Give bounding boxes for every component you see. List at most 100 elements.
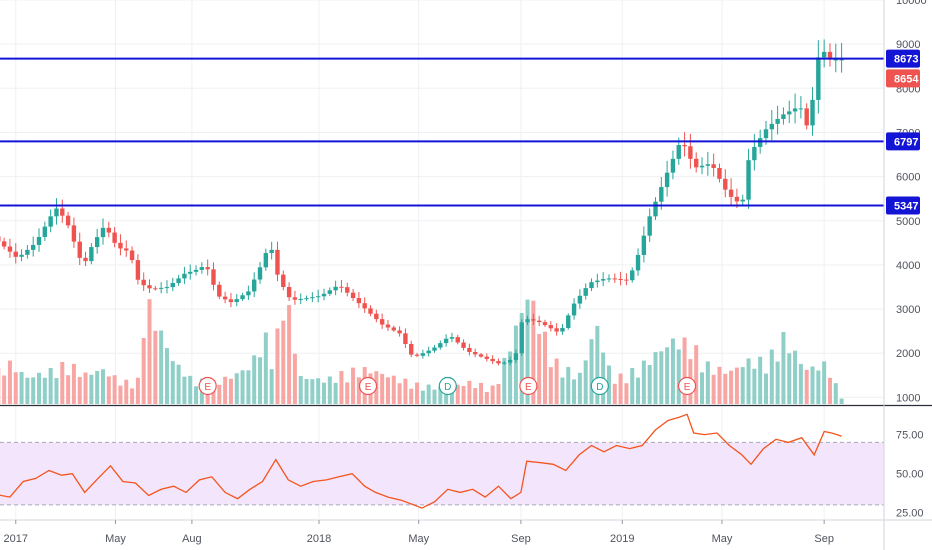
volume-bar (246, 370, 251, 404)
candle (519, 319, 524, 356)
candle (193, 265, 199, 276)
price-tick-label: 2000 (896, 348, 920, 360)
volume-bar (444, 388, 449, 404)
candle (362, 297, 367, 313)
time-tick-label: May (408, 533, 429, 545)
candle (65, 211, 71, 229)
candle (513, 349, 519, 364)
volume-bar (327, 376, 332, 404)
candle (560, 323, 565, 335)
candle-body (589, 282, 594, 289)
event-circle[interactable] (358, 376, 378, 396)
candle (298, 293, 303, 305)
candle-body (711, 164, 716, 169)
candle (42, 221, 48, 241)
event-circle[interactable] (198, 376, 217, 396)
volume-bar (275, 328, 280, 404)
candle-body (147, 285, 152, 289)
dividend-marker[interactable]: D (590, 376, 609, 396)
dividend-marker[interactable]: D (438, 376, 457, 396)
earnings-marker[interactable]: E (198, 376, 217, 396)
volume-bar (729, 370, 734, 404)
candle (781, 107, 786, 125)
time-tick-label: Sep (814, 533, 834, 545)
candle (624, 273, 629, 286)
event-circle[interactable] (590, 376, 609, 396)
candle (659, 176, 664, 210)
candle (577, 289, 583, 309)
volume-bar (705, 361, 710, 404)
volume-bar (781, 332, 786, 404)
rsi-pane (0, 413, 884, 509)
volume-bar (228, 378, 233, 404)
candle-body (804, 108, 809, 126)
candle (711, 153, 716, 177)
candle-body (48, 216, 53, 227)
candle (612, 273, 617, 283)
volume-bar (234, 373, 239, 404)
candle-body (356, 298, 362, 304)
candle (147, 279, 152, 293)
volume-bar (223, 376, 228, 404)
event-circle[interactable] (677, 376, 697, 396)
time-tick-label: Sep (511, 533, 531, 545)
candle-body (362, 303, 367, 309)
horizontal-levels[interactable] (0, 57, 884, 207)
volume-bar (31, 377, 36, 404)
volume-bar (391, 375, 396, 404)
candle (31, 236, 36, 257)
volume-bar (100, 369, 105, 404)
candle (275, 241, 280, 282)
candle-body (414, 354, 420, 356)
candle-body (391, 327, 396, 331)
volume-bars (0, 299, 844, 404)
candle-body (746, 160, 751, 200)
earnings-marker[interactable]: E (677, 376, 697, 396)
candle (7, 238, 13, 258)
candle (653, 197, 658, 220)
volume-bar (333, 382, 338, 404)
event-circle[interactable] (438, 376, 457, 396)
candle (379, 313, 385, 329)
earnings-marker[interactable]: E (519, 376, 538, 396)
volume-bar (473, 388, 478, 404)
candle (286, 282, 292, 301)
volume-bar (816, 370, 821, 404)
candle (182, 266, 187, 284)
volume-bar (822, 361, 827, 404)
candle-body (246, 291, 251, 296)
candle (664, 160, 670, 197)
volume-bar (595, 325, 600, 404)
event-circle[interactable] (519, 376, 538, 396)
candle (752, 134, 757, 171)
candle (19, 249, 24, 262)
candle-body (252, 279, 257, 292)
candle-body (310, 297, 315, 299)
earnings-marker[interactable]: E (358, 376, 378, 396)
candle (25, 245, 30, 259)
volume-bar (95, 370, 100, 404)
price-tags: 8673 6797 5347 8654 (886, 49, 920, 215)
price-tick-label: 10000 (896, 0, 927, 7)
volume-bar (310, 379, 315, 404)
volume-bar (484, 392, 489, 404)
candle-body (775, 118, 780, 124)
volume-bar (694, 345, 699, 404)
volume-bar (647, 365, 652, 404)
volume-bar (403, 378, 408, 404)
candle (769, 110, 775, 141)
volume-bar (618, 373, 623, 404)
candle-body (659, 187, 664, 202)
candle-body (525, 319, 530, 323)
candle-body (595, 280, 600, 283)
volume-bar (217, 384, 222, 404)
price-tick-label: 4000 (896, 260, 920, 272)
candle-body (193, 269, 199, 272)
candle (89, 243, 94, 265)
candle-body (507, 359, 513, 363)
candle (94, 228, 100, 254)
volume-bar (153, 330, 158, 404)
candle-body (682, 145, 687, 147)
